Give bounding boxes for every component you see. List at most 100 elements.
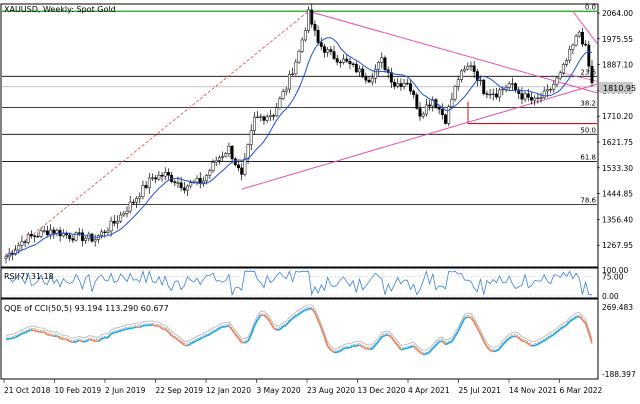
candle-body [94,239,96,241]
price-tick-label: 2064.00 [602,9,633,18]
qqe-segment [213,331,216,332]
candle-body [161,175,163,176]
candle-body [473,66,475,72]
x-tick-label: 3 May 2020 [257,386,301,395]
qqe-segment [407,347,410,348]
qqe-segment [117,331,120,332]
fib-level-label: 50.0 [580,126,596,134]
qqe-segment [512,336,515,337]
qqe-segment [337,351,340,352]
candle-body [581,32,583,44]
candle-body [569,49,571,60]
qqe-segment [493,351,496,352]
candle-body [384,58,386,70]
candle-body [272,116,274,117]
candle-body [339,62,341,63]
candle-body [33,236,35,237]
candle-body [240,168,242,174]
candle-body [311,10,313,24]
candle-body [126,211,128,213]
candle-body [425,105,427,114]
candle-body [342,59,344,62]
candle-body [511,84,513,85]
x-tick-label: 25 Jul 2021 [459,386,502,395]
x-tick-label: 21 Oct 2018 [4,386,51,395]
candle-body [212,162,214,171]
candle-body [333,52,335,59]
fib-level-label: 61.8 [580,153,596,161]
rsi-title: RSI(7) 31.18 [4,272,54,281]
price-tick-label: 1267.95 [602,241,633,250]
x-tick-label: 23 Aug 2020 [307,386,355,395]
main-panel [1,4,598,267]
candle-body [349,61,351,64]
candle-body [234,159,236,165]
candle-body [365,77,367,80]
candle-body [508,84,510,88]
qqe-segment [305,309,308,310]
price-tick-label: 1975.55 [602,35,633,44]
candle-body [460,71,462,80]
candle-body [416,95,418,109]
candle-body [486,94,488,95]
candle-body [492,94,494,95]
candle-body [320,43,322,47]
candle-body [167,172,169,175]
candle-body [565,60,567,64]
candle-body [158,175,160,179]
qqe-segment [70,341,73,342]
qqe-segment [51,335,54,336]
candle-body [403,83,405,86]
qqe-segment [344,348,347,349]
candle-body [253,117,255,131]
candle-body [314,24,316,30]
candle-body [177,183,179,184]
candle-body [27,234,29,242]
candle-body [575,36,577,45]
candle-body [330,50,332,52]
candle-body [444,115,446,124]
candle-body [247,145,249,159]
candle-body [584,44,586,45]
candle-body [521,94,523,100]
candle-body [540,98,542,99]
candle-body [412,91,414,95]
candle-body [438,107,440,109]
x-tick-label: 14 Nov 2021 [509,386,557,395]
qqe-tick-label: -188.397 [602,370,636,379]
candle-body [5,257,7,258]
candle-body [196,178,198,182]
x-tick-label: 22 Sep 2019 [156,386,204,395]
candle-body [419,108,421,116]
candle-body [256,117,258,118]
fib-level-label: 78.6 [580,197,596,205]
candle-body [231,146,233,159]
candle-body [288,74,290,89]
price-tick-label: 1356.40 [602,215,633,224]
qqe-segment [535,344,538,345]
candle-body [119,215,121,221]
candle-body [228,146,230,153]
candle-body [546,90,548,91]
candle-body [129,202,131,211]
qqe-segment [490,351,493,352]
qqe-segment [277,329,280,330]
qqe-segment [468,317,471,318]
candle-body [180,183,182,188]
candle-body [483,80,485,94]
candle-body [562,64,564,72]
qqe-segment [133,327,136,328]
candle-body [307,10,309,31]
qqe-segment [124,329,127,330]
qqe-segment [12,337,15,338]
candle-body [295,62,297,74]
candle-body [323,47,325,53]
candle-body [110,221,112,231]
candle-body [358,69,360,72]
candle-body [68,235,70,239]
candle-body [151,178,153,179]
candle-body [374,69,376,78]
candle-body [279,99,281,108]
candle-body [199,178,201,183]
qqe-segment [6,339,9,340]
